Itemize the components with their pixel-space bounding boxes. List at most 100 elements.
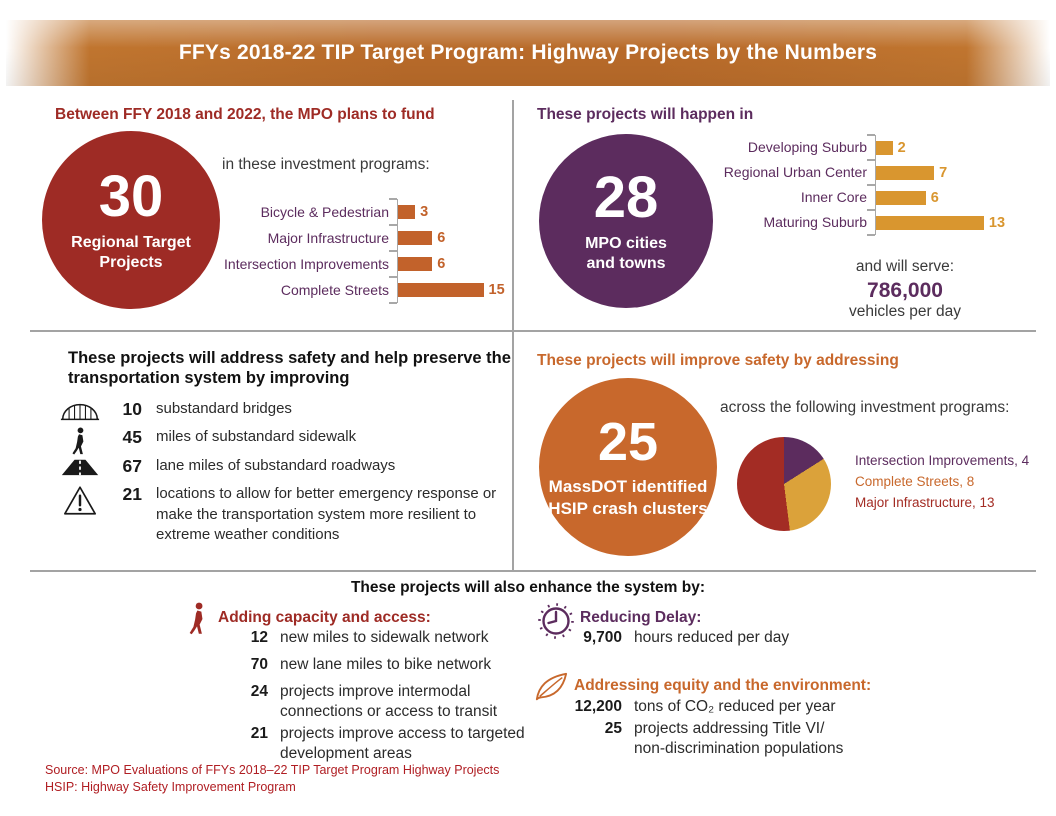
bar — [876, 190, 926, 205]
preservation-item: 67 lane miles of substandard roadways — [56, 456, 521, 478]
stat-text: miles of substandard sidewalk — [156, 428, 357, 445]
locations-stat-label: MPO cities and towns — [585, 234, 667, 272]
stat-text: projects improve intermodal connections … — [280, 683, 498, 721]
locations-bar-chart: Developing Suburb Regional Urban Center In… — [660, 134, 1006, 236]
bar-label: Intersection Improvements — [224, 256, 389, 272]
stat-number: 45 — [122, 427, 142, 447]
bar-value: 6 — [930, 189, 939, 206]
funding-stat-label: Regional Target Projects — [71, 233, 191, 271]
funding-bar-chart: Bicycle & Pedestrian Major Infrastructure… — [222, 198, 505, 304]
pie-legend-item: Major Infrastructure, 13 — [855, 495, 995, 510]
vertical-divider — [512, 100, 514, 570]
bar — [398, 231, 433, 245]
capacity-item: 21 projects improve access to targeted d… — [200, 724, 542, 764]
bar-value: 15 — [488, 282, 505, 298]
bar-value: 2 — [897, 139, 906, 156]
bar-value: 6 — [437, 256, 446, 272]
bar-labels: Developing Suburb Regional Urban Center In… — [660, 135, 875, 235]
bar-label: Complete Streets — [280, 282, 389, 298]
bar-area: 3 6 6 15 — [388, 198, 505, 304]
locations-heading: These projects will happen in — [537, 106, 754, 123]
capacity-item: 70 new lane miles to bike network — [200, 655, 540, 675]
footer-note: HSIP: Highway Safety Improvement Program — [45, 780, 296, 794]
locations-stat-circle: 28 MPO cities and towns — [539, 134, 713, 308]
delay-item: 9,700 hours reduced per day — [540, 628, 874, 648]
equity-item: 12,200 tons of CO₂ reduced per year — [540, 697, 874, 717]
serve-value: 786,000 — [867, 279, 943, 302]
stat-number: 12,200 — [574, 698, 622, 715]
enhance-heading: These projects will also enhance the sys… — [350, 579, 706, 596]
funding-stat-value: 30 — [98, 163, 164, 229]
bar — [876, 215, 984, 230]
stat-text: new miles to sidewalk network — [280, 629, 489, 646]
bar-value: 7 — [939, 164, 948, 181]
stat-number: 21 — [250, 725, 268, 742]
bar-area: 2 7 6 13 — [866, 134, 1006, 236]
stat-number: 24 — [250, 683, 268, 700]
stat-text: lane miles of substandard roadways — [156, 457, 396, 474]
crash-stat-label: MassDOT identified HSIP crash clusters — [548, 477, 708, 518]
bar — [876, 165, 935, 180]
page-title: FFYs 2018-22 TIP Target Program: Highway… — [178, 41, 878, 64]
bar-labels: Bicycle & Pedestrian Major Infrastructure… — [222, 199, 397, 303]
preservation-heading: These projects will address safety and h… — [68, 349, 511, 388]
pedestrian-icon — [56, 427, 104, 456]
locations-stat-value: 28 — [593, 164, 659, 230]
crash-heading: These projects will improve safety by ad… — [537, 352, 899, 369]
bar — [398, 257, 433, 271]
bridge-icon — [56, 399, 104, 423]
road-icon — [56, 456, 104, 478]
bar-row: 15 — [388, 276, 505, 303]
crash-intro: across the following investment programs… — [720, 399, 1010, 416]
preservation-item: 10 substandard bridges — [56, 399, 521, 423]
capacity-title: Adding capacity and access: — [218, 609, 431, 626]
clock-icon — [536, 601, 576, 646]
bar-label: Developing Suburb — [747, 139, 867, 155]
bar — [398, 283, 484, 297]
stat-number: 21 — [122, 484, 142, 504]
stat-number: 67 — [122, 456, 142, 476]
bar-value: 13 — [988, 214, 1006, 231]
stat-text: new lane miles to bike network — [280, 656, 492, 673]
stat-text: projects improve access to targeted deve… — [280, 725, 525, 763]
stat-text: locations to allow for better emergency … — [156, 485, 497, 544]
preservation-item: 45 miles of substandard sidewalk — [56, 427, 521, 456]
crash-stat-circle: 25 MassDOT identified HSIP crash cluster… — [539, 378, 717, 556]
walker-icon — [187, 602, 210, 641]
pie-chart — [737, 437, 831, 531]
bar-value: 6 — [437, 230, 446, 246]
bar-label: Maturing Suburb — [763, 214, 867, 230]
pie-legend: Intersection Improvements, 4 Complete Str… — [855, 450, 1029, 513]
serve-unit: vehicles per day — [848, 303, 961, 320]
bar-row: 6 — [388, 224, 505, 251]
stat-number: 9,700 — [583, 629, 622, 646]
delay-title: Reducing Delay: — [580, 609, 702, 626]
stat-text: projects addressing Title VI/ non-discri… — [634, 720, 844, 758]
bar-label: Regional Urban Center — [723, 164, 867, 180]
footer-source: Source: MPO Evaluations of FFYs 2018–22 … — [45, 763, 500, 777]
bar-row: 2 — [866, 134, 1005, 160]
stat-number: 70 — [250, 656, 268, 673]
bar-row: 7 — [866, 159, 1005, 185]
serve-block: and will serve: 786,000 vehicles per day — [775, 258, 1035, 321]
horizontal-divider-bottom — [30, 570, 1036, 572]
equity-item: 25 projects addressing Title VI/ non-dis… — [540, 719, 854, 759]
horizontal-divider-top — [30, 330, 1036, 332]
crash-stat-value: 25 — [597, 412, 659, 473]
bar — [398, 205, 416, 219]
capacity-item: 24 projects improve intermodal connectio… — [200, 682, 530, 722]
pie-legend-item: Complete Streets, 8 — [855, 474, 975, 489]
stat-text: hours reduced per day — [634, 629, 790, 646]
equity-title: Addressing equity and the environment: — [574, 677, 872, 694]
stat-text: substandard bridges — [156, 400, 292, 417]
preservation-item: 21 locations to allow for better emergen… — [56, 484, 521, 546]
funding-heading: Between FFY 2018 and 2022, the MPO plans… — [55, 106, 435, 123]
bar-row: 13 — [866, 209, 1006, 235]
bar-row: 3 — [388, 198, 505, 225]
funding-stat-circle: 30 Regional Target Projects — [42, 131, 220, 309]
stat-number: 12 — [250, 629, 268, 646]
bar-row: 6 — [388, 250, 505, 277]
header-banner: FFYs 2018-22 TIP Target Program: Highway… — [6, 20, 1050, 86]
stat-text: tons of CO₂ reduced per year — [634, 698, 836, 715]
